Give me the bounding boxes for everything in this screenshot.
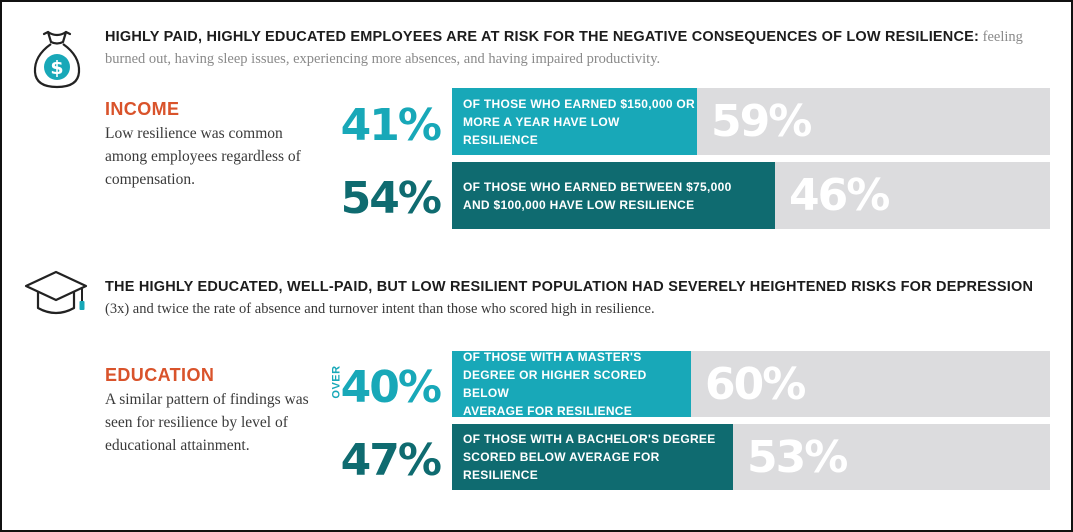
income-row-1-rest-value: 59% — [711, 96, 812, 147]
income-row-1-bar: OF THOSE WHO EARNED $150,000 OR MORE A Y… — [452, 88, 1050, 155]
income-title: INCOME — [105, 99, 180, 119]
education-headline-rest: (3x) and twice the rate of absence and t… — [105, 301, 655, 317]
education-row-2-rest-value: 53% — [747, 431, 848, 483]
graduation-cap-icon — [24, 268, 90, 320]
education-headline-strong: THE HIGHLY EDUCATED, WELL-PAID, BUT LOW … — [105, 279, 1034, 295]
income-headline-strong: HIGHLY PAID, HIGHLY EDUCATED EMPLOYEES A… — [105, 29, 980, 45]
income-description: Low resilience was common among employee… — [105, 125, 301, 188]
education-row-2-fill: OF THOSE WITH A BACHELOR'S DEGREE SCORED… — [452, 424, 733, 490]
education-title: EDUCATION — [105, 365, 215, 385]
education-description: A similar pattern of findings was seen f… — [105, 391, 309, 454]
education-row-2-bar: OF THOSE WITH A BACHELOR'S DEGREE SCORED… — [452, 424, 1050, 490]
income-row-2-rest-value: 46% — [789, 170, 890, 221]
income-row-2-fill: OF THOSE WHO EARNED BETWEEN $75,000 AND … — [452, 162, 775, 229]
income-row-2-value: 54% — [340, 173, 442, 224]
money-bag-icon: $ — [26, 24, 88, 92]
income-row-2-bar: OF THOSE WHO EARNED BETWEEN $75,000 AND … — [452, 162, 1050, 229]
income-headline-rest: feeling burned out, having sleep issues,… — [105, 29, 1023, 67]
education-row-2-text: OF THOSE WITH A BACHELOR'S DEGREE SCORED… — [463, 432, 716, 482]
income-row-1-value: 41% — [340, 100, 442, 151]
income-row-1-fill: OF THOSE WHO EARNED $150,000 OR MORE A Y… — [452, 88, 697, 155]
education-row-1-text: OF THOSE WITH A MASTER'S DEGREE OR HIGHE… — [463, 350, 647, 418]
income-row-2-text: OF THOSE WHO EARNED BETWEEN $75,000 AND … — [463, 179, 732, 212]
income-row-1-text: OF THOSE WHO EARNED $150,000 OR MORE A Y… — [463, 96, 696, 147]
education-row-1-value: 40% — [340, 362, 442, 413]
education-row-2-value: 47% — [340, 435, 442, 486]
svg-text:$: $ — [50, 57, 63, 79]
education-row-1-fill: OF THOSE WITH A MASTER'S DEGREE OR HIGHE… — [452, 350, 691, 418]
education-row-1-bar: OF THOSE WITH A MASTER'S DEGREE OR HIGHE… — [452, 350, 1050, 418]
education-row-1-rest-value: 60% — [705, 358, 806, 410]
education-headline: THE HIGHLY EDUCATED, WELL-PAID, BUT LOW … — [105, 276, 1055, 320]
income-headline: HIGHLY PAID, HIGHLY EDUCATED EMPLOYEES A… — [105, 26, 1055, 70]
